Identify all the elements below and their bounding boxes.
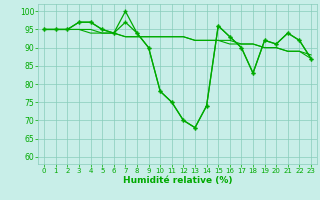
X-axis label: Humidité relative (%): Humidité relative (%): [123, 176, 232, 185]
